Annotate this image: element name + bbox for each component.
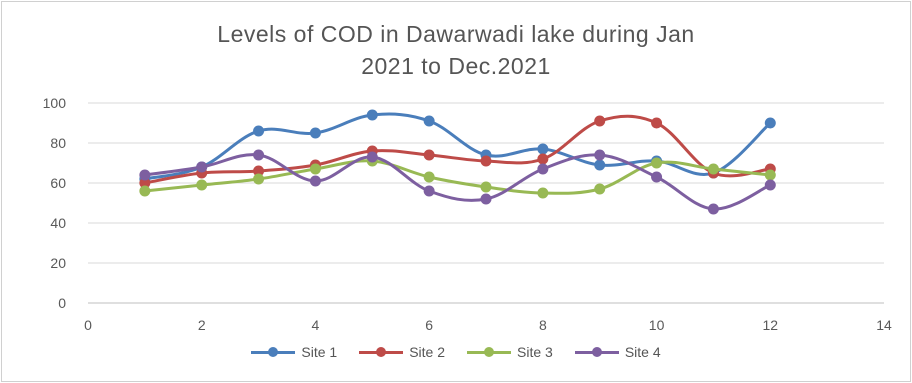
y-tick-label: 60 — [50, 175, 66, 191]
chart-title-line-1: Levels of COD in Dawarwadi lake during J… — [217, 21, 695, 47]
data-point-site-3 — [309, 163, 321, 175]
data-point-site-3 — [764, 169, 776, 181]
data-point-site-4 — [309, 175, 321, 187]
data-point-site-1 — [309, 127, 321, 139]
y-tick-label: 0 — [58, 295, 66, 311]
data-point-site-3 — [707, 163, 719, 175]
data-point-site-4 — [594, 149, 606, 161]
legend-marker-icon — [251, 346, 296, 358]
data-point-site-1 — [594, 159, 606, 171]
legend-item-site-3: Site 3 — [467, 344, 553, 360]
data-point-site-3 — [196, 179, 208, 191]
legend-item-site-1: Site 1 — [251, 344, 337, 360]
data-point-site-2 — [139, 177, 151, 189]
data-point-site-3 — [537, 187, 549, 199]
legend-label: Site 1 — [301, 344, 338, 360]
data-point-site-1 — [537, 143, 549, 155]
data-point-site-3 — [139, 185, 151, 197]
data-point-site-1 — [423, 115, 435, 127]
legend-item-site-2: Site 2 — [359, 344, 445, 360]
data-point-site-3 — [253, 173, 265, 185]
x-tick-label: 8 — [539, 317, 547, 333]
x-tick-label: 14 — [876, 317, 892, 333]
x-tick-label: 12 — [762, 317, 778, 333]
x-tick-label: 6 — [425, 317, 433, 333]
data-point-site-4 — [537, 163, 549, 175]
legend-label: Site 2 — [409, 344, 445, 360]
data-point-site-1 — [366, 109, 378, 121]
legend-label: Site 4 — [624, 344, 661, 360]
y-tick-label: 20 — [50, 255, 66, 271]
series-line-site-1 — [144, 112, 772, 181]
data-point-site-4 — [196, 161, 208, 173]
data-point-site-3 — [480, 181, 492, 193]
data-point-site-4 — [423, 185, 435, 197]
data-point-site-4 — [139, 169, 151, 181]
legend-marker-icon — [359, 346, 404, 358]
data-point-site-3 — [594, 183, 606, 195]
data-point-site-1 — [764, 117, 776, 129]
legend-label: Site 3 — [517, 344, 553, 360]
x-tick-label: 10 — [649, 317, 665, 333]
legend-marker-icon — [574, 346, 619, 358]
data-point-site-4 — [253, 149, 265, 161]
chart-legend: Site 1 Site 2 Site 3 Site 4 — [0, 344, 912, 360]
data-point-site-2 — [651, 117, 663, 129]
data-point-site-4 — [366, 151, 378, 163]
y-tick-label: 100 — [43, 95, 67, 111]
y-tick-label: 40 — [50, 215, 66, 231]
data-point-site-2 — [423, 149, 435, 161]
chart-title-line-2: 2021 to Dec.2021 — [361, 53, 551, 79]
data-point-site-3 — [651, 157, 663, 169]
x-tick-label: 0 — [84, 317, 92, 333]
legend-item-site-4: Site 4 — [574, 344, 661, 360]
data-point-site-4 — [764, 179, 776, 191]
data-point-site-2 — [480, 155, 492, 167]
data-point-site-3 — [423, 171, 435, 183]
chart-title: Levels of COD in Dawarwadi lake during J… — [0, 18, 912, 82]
x-tick-label: 4 — [312, 317, 320, 333]
data-point-site-2 — [594, 115, 606, 127]
x-tick-label: 2 — [198, 317, 206, 333]
data-point-site-4 — [707, 203, 719, 215]
data-point-site-2 — [537, 153, 549, 165]
data-point-site-1 — [253, 125, 265, 137]
data-point-site-2 — [253, 165, 265, 177]
series-line-site-2 — [144, 114, 771, 185]
data-point-site-4 — [480, 193, 492, 205]
data-point-site-4 — [651, 171, 663, 183]
y-tick-label: 80 — [50, 135, 66, 151]
legend-marker-icon — [467, 346, 511, 358]
